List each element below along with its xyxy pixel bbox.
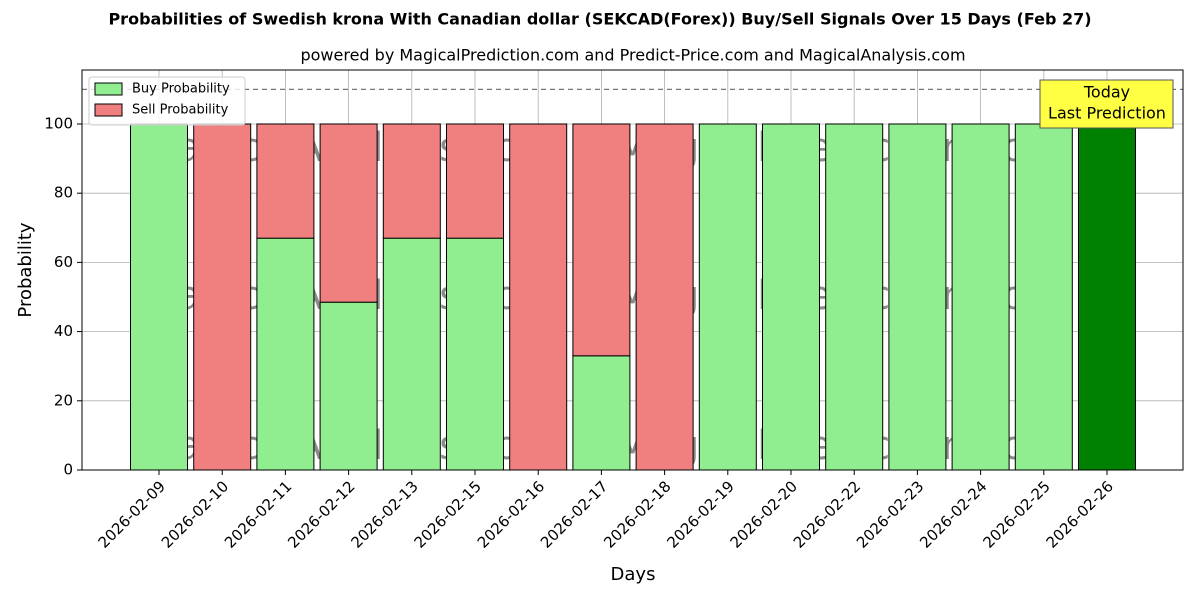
x-tick-label: 2026-02-17	[537, 477, 611, 551]
bar-segment	[446, 237, 504, 471]
x-tick-label: 2026-02-15	[411, 477, 485, 551]
x-axis-label: Days	[611, 564, 656, 585]
bar-segment	[509, 123, 568, 471]
x-tick-label: 2026-02-09	[95, 477, 169, 551]
x-tick-label: 2026-02-18	[600, 477, 674, 551]
x-tick-label: 2026-02-19	[663, 477, 737, 551]
y-tick-label: 0	[63, 461, 73, 479]
y-tick-label: 80	[54, 184, 73, 202]
y-tick-label: 40	[54, 322, 73, 340]
bar-segment	[825, 123, 884, 471]
legend-swatch	[94, 82, 123, 96]
bar-segment	[572, 355, 631, 471]
x-tick-label: 2026-02-26	[1043, 477, 1117, 551]
bar-segment	[130, 123, 188, 471]
annotation-text: Today	[1083, 83, 1130, 102]
bar-segment	[446, 123, 504, 239]
bar-segment	[382, 123, 441, 239]
bar-segment	[572, 123, 631, 357]
bar-segment	[319, 123, 378, 303]
bar-segment	[1014, 123, 1073, 471]
plot-frame	[81, 69, 1184, 471]
annotation-text: Last Prediction	[1048, 104, 1166, 123]
legend-label: Sell Probability	[132, 103, 229, 118]
y-tick-label: 20	[54, 391, 73, 409]
legend-label: Buy Probability	[132, 82, 230, 97]
x-tick-label: 2026-02-22	[790, 477, 864, 551]
bar-segment	[635, 123, 694, 471]
x-tick-label: 2026-02-11	[221, 477, 295, 551]
bar-segment	[256, 123, 315, 239]
bar-segment	[256, 237, 315, 471]
x-tick-label: 2026-02-25	[979, 477, 1053, 551]
x-tick-label: 2026-02-12	[284, 477, 358, 551]
bar-segment	[193, 123, 252, 471]
y-tick-label: 60	[54, 253, 73, 271]
chart-title: Probabilities of Swedish krona With Cana…	[108, 10, 1091, 29]
bar-segment	[762, 123, 820, 471]
x-tick-label: 2026-02-13	[347, 477, 421, 551]
x-tick-label: 2026-02-20	[727, 477, 801, 551]
y-tick-label: 100	[44, 114, 73, 132]
bar-segment	[698, 123, 757, 471]
chart-subtitle: powered by MagicalPrediction.com and Pre…	[300, 46, 965, 65]
x-tick-label: 2026-02-23	[853, 477, 927, 551]
annotation-box	[1039, 79, 1174, 129]
bar-segment	[382, 237, 441, 471]
x-tick-label: 2026-02-10	[158, 477, 232, 551]
x-tick-label: 2026-02-16	[474, 477, 548, 551]
bar-segment	[888, 123, 947, 471]
legend-box	[88, 76, 246, 126]
bar-segment	[319, 301, 378, 471]
bar-segment	[1078, 123, 1136, 471]
legend-swatch	[94, 103, 123, 117]
bar-segment	[951, 123, 1010, 471]
x-tick-label: 2026-02-24	[916, 477, 990, 551]
y-axis-label: Probability	[15, 222, 36, 317]
